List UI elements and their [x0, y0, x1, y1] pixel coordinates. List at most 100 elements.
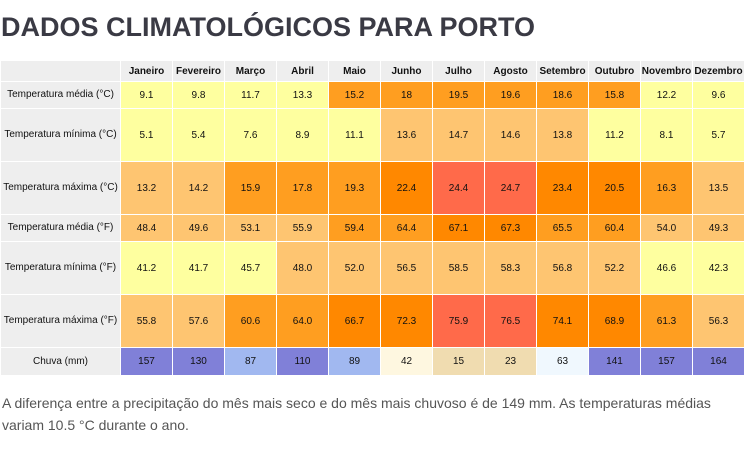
data-cell: 60.6 [224, 294, 277, 348]
data-cell: 60.4 [588, 214, 641, 242]
data-cell: 19.5 [432, 81, 485, 109]
data-cell: 157 [640, 347, 693, 376]
data-cell: 89 [328, 347, 381, 376]
data-cell: 18.6 [536, 81, 589, 109]
data-cell: 9.8 [172, 81, 225, 109]
data-cell: 7.6 [224, 108, 277, 162]
data-cell: 5.1 [120, 108, 173, 162]
data-cell: 58.3 [484, 241, 537, 295]
data-cell: 58.5 [432, 241, 485, 295]
data-cell: 5.7 [692, 108, 745, 162]
month-header-8: Agosto [484, 60, 537, 82]
row-min-temp-c: Temperatura mínima (°C) 5.1 5.4 7.6 8.9 11.1 1… [0, 108, 745, 162]
data-cell: 14.6 [484, 108, 537, 162]
month-header-3: Março [224, 60, 277, 82]
data-cell: 23 [484, 347, 537, 376]
data-cell: 56.3 [692, 294, 745, 348]
data-cell: 41.7 [172, 241, 225, 295]
month-header-5: Maio [328, 60, 381, 82]
data-cell: 11.1 [328, 108, 381, 162]
data-cell: 56.8 [536, 241, 589, 295]
data-cell: 57.6 [172, 294, 225, 348]
row-min-temp-f: Temperatura mínima (°F) 41.2 41.7 45.7 48.0 5… [0, 241, 745, 295]
month-header-2: Fevereiro [172, 60, 225, 82]
data-cell: 15 [432, 347, 485, 376]
data-cell: 23.4 [536, 161, 589, 215]
data-cell: 8.1 [640, 108, 693, 162]
month-header-7: Julho [432, 60, 485, 82]
data-cell: 48.0 [276, 241, 329, 295]
row-label: Temperatura mínima (°F) [0, 241, 121, 295]
data-cell: 130 [172, 347, 225, 376]
month-header-9: Setembro [536, 60, 589, 82]
data-cell: 41.2 [120, 241, 173, 295]
month-header-11: Novembro [640, 60, 693, 82]
data-cell: 49.3 [692, 214, 745, 242]
data-cell: 49.6 [172, 214, 225, 242]
data-cell: 16.3 [640, 161, 693, 215]
data-cell: 48.4 [120, 214, 173, 242]
data-cell: 63 [536, 347, 589, 376]
summary-text: A diferença entre a precipitação do mês … [2, 395, 711, 433]
data-cell: 14.2 [172, 161, 225, 215]
row-max-temp-f: Temperatura máxima (°F) 55.8 57.6 60.6 64.0 6… [0, 294, 745, 348]
data-cell: 67.3 [484, 214, 537, 242]
data-cell: 13.6 [380, 108, 433, 162]
data-cell: 55.8 [120, 294, 173, 348]
row-label: Temperatura média (°C) [0, 81, 121, 109]
page-title: DADOS CLIMATOLÓGICOS PARA PORTO [1, 12, 536, 42]
data-cell: 42.3 [692, 241, 745, 295]
data-cell: 54.0 [640, 214, 693, 242]
data-cell: 110 [276, 347, 329, 376]
data-cell: 72.3 [380, 294, 433, 348]
month-header-1: Janeiro [120, 60, 173, 82]
climate-table-body: Temperatura média (°C) 9.1 9.8 11.7 13.3 15.2… [0, 81, 745, 376]
data-cell: 56.5 [380, 241, 433, 295]
data-cell: 22.4 [380, 161, 433, 215]
data-cell: 13.5 [692, 161, 745, 215]
data-cell: 68.9 [588, 294, 641, 348]
row-avg-temp-c: Temperatura média (°C) 9.1 9.8 11.7 13.3 15.2… [0, 81, 745, 109]
row-max-temp-c: Temperatura máxima (°C) 13.2 14.2 15.9 17.8 1… [0, 161, 745, 215]
row-label: Temperatura máxima (°C) [0, 161, 121, 215]
data-cell: 17.8 [276, 161, 329, 215]
data-cell: 45.7 [224, 241, 277, 295]
data-cell: 24.4 [432, 161, 485, 215]
data-cell: 13.3 [276, 81, 329, 109]
data-cell: 5.4 [172, 108, 225, 162]
row-label: Temperatura mínima (°C) [0, 108, 121, 162]
data-cell: 74.1 [536, 294, 589, 348]
data-cell: 75.9 [432, 294, 485, 348]
data-cell: 13.8 [536, 108, 589, 162]
data-cell: 24.7 [484, 161, 537, 215]
data-cell: 87 [224, 347, 277, 376]
month-header-10: Outubro [588, 60, 641, 82]
data-cell: 9.1 [120, 81, 173, 109]
row-rain-mm: Chuva (mm) 157 130 87 110 89 42 15 23 63 141 157 164 [0, 347, 745, 376]
month-header-6: Junho [380, 60, 433, 82]
corner-cell [0, 60, 121, 82]
data-cell: 76.5 [484, 294, 537, 348]
data-cell: 67.1 [432, 214, 485, 242]
data-cell: 8.9 [276, 108, 329, 162]
month-header-12: Dezembro [692, 60, 745, 82]
data-cell: 55.9 [276, 214, 329, 242]
row-label: Temperatura média (°F) [0, 214, 121, 242]
data-cell: 64.0 [276, 294, 329, 348]
data-cell: 13.2 [120, 161, 173, 215]
data-cell: 11.2 [588, 108, 641, 162]
data-cell: 164 [692, 347, 745, 376]
data-cell: 59.4 [328, 214, 381, 242]
data-cell: 141 [588, 347, 641, 376]
data-cell: 20.5 [588, 161, 641, 215]
data-cell: 18 [380, 81, 433, 109]
data-cell: 19.3 [328, 161, 381, 215]
data-cell: 66.7 [328, 294, 381, 348]
data-cell: 46.6 [640, 241, 693, 295]
data-cell: 15.9 [224, 161, 277, 215]
data-cell: 14.7 [432, 108, 485, 162]
month-header-row: Janeiro Fevereiro Março Abril Maio Junho Julho… [0, 60, 745, 82]
data-cell: 42 [380, 347, 433, 376]
climate-table: Janeiro Fevereiro Março Abril Maio Junho Julho… [0, 60, 745, 376]
data-cell: 11.7 [224, 81, 277, 109]
